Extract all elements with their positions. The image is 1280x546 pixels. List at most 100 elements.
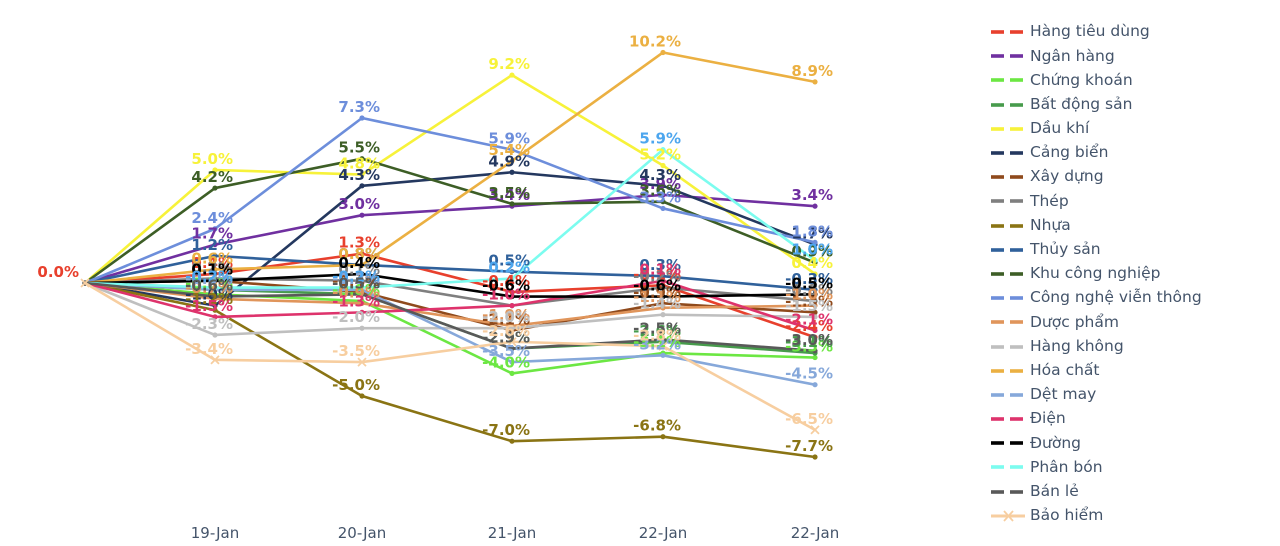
legend-item-label: Ngân hàng [1030,46,1115,65]
data-label: 0.2% [191,258,233,276]
legend-item[interactable]: Phân bón [990,455,1280,479]
series-point [812,314,818,320]
series-point [660,434,666,440]
data-label: 3.3% [639,188,681,206]
data-label: 0.5% [488,252,530,270]
legend-item[interactable]: Khu công nghiệp [990,262,1280,286]
legend-item-label: Bảo hiểm [1030,506,1104,525]
data-label: -0.8% [785,281,833,299]
data-label: 5.5% [338,139,380,157]
legend-marker-icon [991,54,1023,59]
series-point [509,359,515,365]
data-label: 1.3% [338,234,380,252]
series-point [812,382,818,388]
legend-item-label: Đường [1030,433,1081,452]
data-label: -1.3% [332,292,380,310]
legend-item-label: Bất động sản [1030,94,1133,113]
legend-item-label: Bán lẻ [1030,481,1079,500]
legend-item[interactable]: Hàng tiêu dùng [990,20,1280,44]
data-label: -0.6% [633,277,681,295]
legend-item-label: Thủy sản [1030,240,1101,259]
legend-item[interactable]: Xây dựng [990,165,1280,189]
legend-marker-icon [991,127,1023,131]
data-label: -0.5% [332,274,380,292]
series-point [658,341,668,351]
series-point [359,325,365,331]
data-label: 3.5% [488,184,530,202]
series-point [660,284,666,291]
x-axis-tick-label: 20-Jan [338,524,386,542]
legend-item[interactable]: Ngân hàng [990,44,1280,68]
series-point [359,393,365,399]
series-line [83,252,817,339]
data-label: -1.9% [482,306,530,324]
data-label: 3.0% [338,195,380,213]
legend-item[interactable]: Dược phẩm [990,310,1280,334]
series-point [660,336,666,343]
legend-marker-icon [991,510,1025,522]
legend-item[interactable]: Bán lẻ [990,480,1280,504]
legend-marker-icon [991,296,1023,300]
legend-item[interactable]: Điện [990,407,1280,431]
data-label: -1.0% [185,286,233,304]
series-point [509,345,515,352]
series-point [812,303,818,309]
series-point [812,354,818,361]
legend-marker-icon [991,78,1023,83]
data-label: 3.9% [639,175,681,193]
data-label: 7.3% [338,98,380,116]
legend-item[interactable]: Hóa chất [990,359,1280,383]
legend-item[interactable]: Thủy sản [990,238,1280,262]
data-label: -1.4% [633,295,681,313]
legend-item[interactable]: Thép [990,189,1280,213]
legend-item[interactable]: Chứng khoán [990,68,1280,92]
series-point [212,314,218,320]
data-label: -0.5% [332,274,380,292]
legend-item[interactable]: Đường [990,431,1280,455]
data-label: -1.0% [482,286,530,304]
series-point [660,300,666,306]
series-point [660,278,666,284]
legend-item[interactable]: Hàng không [990,334,1280,358]
legend-item[interactable]: Bảo hiểm [990,504,1280,528]
data-label: -3.5% [332,342,380,360]
legend: Hàng tiêu dùng Ngân hàng Chứng khoán Bất độ… [990,20,1280,528]
data-label: -3.1% [633,333,681,351]
series-line [83,254,817,292]
legend-item[interactable]: Dầu khí [990,117,1280,141]
legend-marker-icon [991,272,1023,276]
series-line [83,73,817,285]
series-point [359,251,365,257]
series-line [83,281,817,459]
legend-marker-icon [991,417,1023,421]
data-label: 9.2% [488,55,530,73]
data-label: -4.5% [785,365,833,383]
data-label: -0.5% [185,274,233,292]
series-point [812,348,818,354]
legend-item[interactable]: Dệt may [990,383,1280,407]
data-label: -2.4% [785,317,833,335]
legend-item-label: Công nghệ viễn thông [1030,288,1202,307]
legend-marker-icon [991,151,1023,155]
legend-marker-icon [991,102,1023,107]
legend-item[interactable]: Cảng biển [990,141,1280,165]
legend-item-label: Thép [1030,191,1069,210]
legend-marker-icon [991,199,1023,204]
legend-item[interactable]: Công nghệ viễn thông [990,286,1280,310]
series-point [359,156,365,162]
data-label: 5.2% [639,145,681,163]
series-point [212,293,218,300]
legend-item-label: Phân bón [1030,457,1103,476]
legend-item[interactable]: Nhựa [990,214,1280,238]
data-label: -2.8% [633,326,681,344]
series-point [660,352,666,358]
data-label: 0.1% [191,261,233,279]
data-label: -0.3% [185,270,233,288]
legend-item[interactable]: Bất động sản [990,93,1280,117]
legend-marker-icon [991,489,1023,494]
series-point [812,454,818,460]
data-label: -1.3% [785,292,833,310]
series-point [212,226,218,232]
x-axis-tick-label: 22-Jan [791,524,839,542]
